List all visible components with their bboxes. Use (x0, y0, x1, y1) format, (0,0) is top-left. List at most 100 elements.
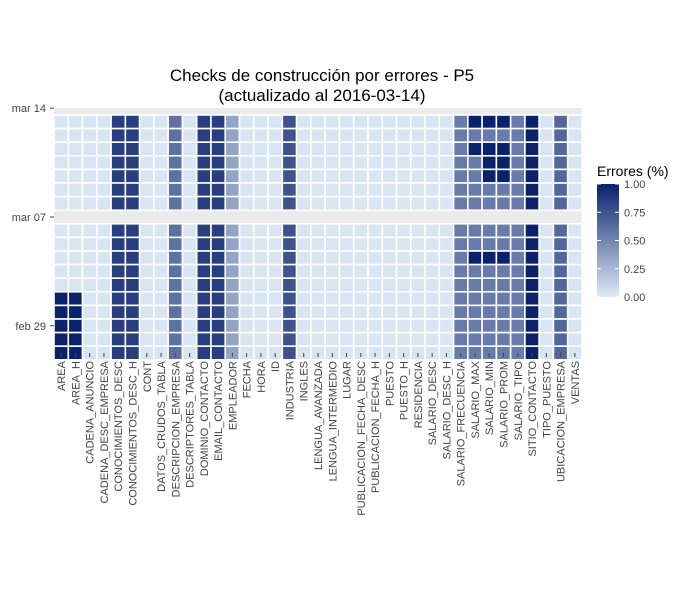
heatmap-tile (110, 195, 127, 212)
heatmap-tile (338, 168, 355, 184)
heatmap-tile (495, 304, 512, 320)
heatmap-tile (524, 114, 540, 130)
heatmap-tile (424, 236, 441, 252)
heatmap-tile (167, 304, 184, 320)
heatmap-tile (124, 195, 141, 212)
heatmap-tile (195, 114, 212, 130)
heatmap-tile (267, 223, 284, 239)
heatmap-tile (138, 250, 155, 266)
heatmap-tile (138, 141, 155, 157)
heatmap-tile (238, 141, 255, 157)
heatmap-tile (153, 236, 169, 252)
heatmap-tile (395, 223, 412, 239)
heatmap-tile (409, 304, 426, 320)
heatmap-tile (324, 331, 341, 348)
heatmap-tile (96, 168, 112, 184)
heatmap-tile (167, 114, 184, 130)
heatmap-tile (538, 114, 555, 130)
heatmap-tile (438, 155, 455, 171)
x-tick-label: CADENA_ANUNCIO (85, 361, 97, 464)
heatmap-tile (181, 318, 198, 334)
heatmap-tile (438, 318, 455, 334)
heatmap-tile (153, 195, 169, 212)
heatmap-tile (81, 223, 98, 239)
heatmap-tile (538, 182, 555, 198)
heatmap-tile (252, 127, 269, 144)
x-tick-label: CONT (142, 361, 154, 392)
heatmap-tile (509, 114, 526, 130)
heatmap-tile (210, 277, 227, 293)
heatmap-tile (96, 290, 112, 307)
heatmap-tile (96, 223, 112, 239)
heatmap-tile (495, 290, 512, 307)
heatmap-tile (181, 114, 198, 130)
heatmap-tile (238, 304, 255, 320)
heatmap-tile (167, 195, 184, 212)
heatmap-tile (195, 263, 212, 280)
heatmap-tile (224, 141, 241, 157)
heatmap-tile (395, 318, 412, 334)
heatmap-tile (195, 304, 212, 320)
heatmap-tile (310, 155, 326, 171)
heatmap-tile (324, 318, 341, 334)
heatmap-tile (324, 114, 341, 130)
heatmap-tile (81, 182, 98, 198)
heatmap-tile (324, 155, 341, 171)
heatmap-tile (210, 127, 227, 144)
heatmap-tile (352, 114, 369, 130)
heatmap-tile (181, 127, 198, 144)
heatmap-tile (281, 331, 298, 348)
heatmap-tile (452, 290, 469, 307)
heatmap-tile (167, 331, 184, 348)
heatmap-tile (409, 195, 426, 212)
heatmap-tile (438, 290, 455, 307)
heatmap-tile (467, 141, 483, 157)
heatmap-tile (81, 331, 98, 348)
heatmap-tile (53, 141, 70, 157)
heatmap-tile (267, 263, 284, 280)
heatmap-tile (167, 168, 184, 184)
heatmap-tile (153, 182, 169, 198)
heatmap-tile (467, 236, 483, 252)
heatmap-tile (238, 236, 255, 252)
x-tick-label: CONOCIMIENTOS_DESC (113, 361, 125, 492)
heatmap-tile (438, 250, 455, 266)
heatmap-tile (381, 236, 398, 252)
heatmap-tile (452, 304, 469, 320)
heatmap-tile (552, 277, 569, 293)
heatmap-tile (96, 236, 112, 252)
heatmap-tile (67, 195, 84, 212)
heatmap-tile (96, 182, 112, 198)
heatmap-tile (452, 195, 469, 212)
heatmap-tile (538, 127, 555, 144)
heatmap-tile (338, 236, 355, 252)
heatmap-tile (538, 290, 555, 307)
heatmap-tile (310, 223, 326, 239)
heatmap-tile (338, 331, 355, 348)
heatmap-tile (153, 277, 169, 293)
heatmap-tile (224, 331, 241, 348)
heatmap-tile (81, 277, 98, 293)
heatmap-tile (481, 263, 498, 280)
heatmap-tile (324, 277, 341, 293)
heatmap-tile (138, 182, 155, 198)
heatmap-tile (452, 114, 469, 130)
heatmap-tile (124, 304, 141, 320)
heatmap-tile (509, 223, 526, 239)
heatmap-tile (438, 263, 455, 280)
heatmap-tile (310, 250, 326, 266)
x-tick-label: SALARIO_DESC (427, 361, 439, 445)
heatmap-tile (524, 182, 540, 198)
heatmap-tile (509, 277, 526, 293)
heatmap-tile (295, 155, 312, 171)
heatmap-tile (124, 331, 141, 348)
y-tick-label: mar 07 (12, 212, 46, 224)
heatmap-tile (409, 127, 426, 144)
heatmap-tile (367, 141, 384, 157)
heatmap-tile (67, 155, 84, 171)
heatmap-tile (238, 127, 255, 144)
heatmap-tile (67, 277, 84, 293)
heatmap-tile (566, 331, 583, 348)
heatmap-tile (324, 250, 341, 266)
